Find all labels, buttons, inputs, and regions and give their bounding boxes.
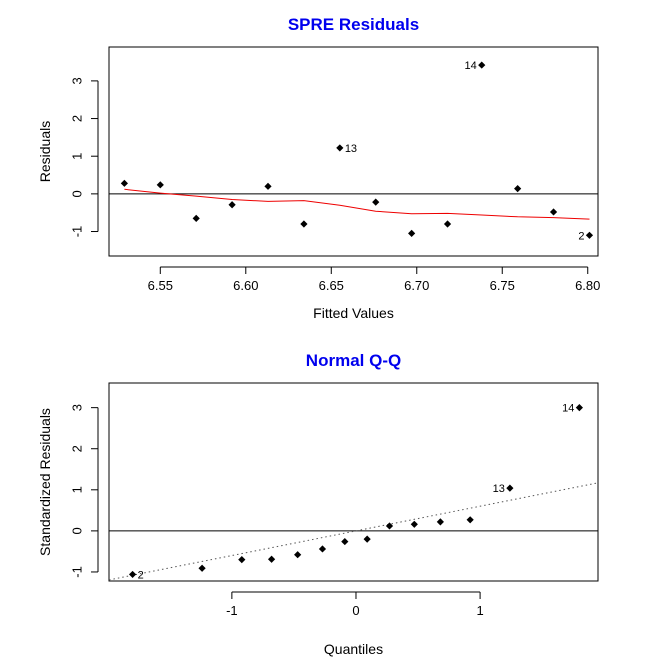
qq-reference-line [109,482,598,581]
data-point [385,522,394,530]
data-point [336,144,344,152]
data-point [120,179,128,187]
y-tick-label: 1 [69,153,84,160]
point-label: 2 [578,230,584,242]
x-tick-label: 6.75 [490,278,515,293]
data-point [408,229,416,238]
y-tick-label: 0 [69,527,84,534]
y-tick-label: 0 [69,190,84,197]
data-point [466,516,474,524]
data-point [506,484,514,492]
data-point [318,545,327,553]
data-point [300,220,308,228]
data-point [264,182,272,190]
y-tick-label: 1 [69,486,84,493]
chart-title: SPRE Residuals [288,15,419,34]
x-axis-label: Fitted Values [313,305,394,321]
x-tick-label: 6.80 [575,278,600,293]
y-tick-label: 3 [69,77,84,84]
y-tick-label: 2 [69,445,84,452]
data-point [192,214,200,222]
data-point [514,184,522,193]
data-point [575,404,583,412]
x-tick-label: 0 [352,603,359,618]
y-tick-label: -1 [69,226,84,238]
y-tick-label: 3 [69,404,84,411]
point-label: 2 [138,569,144,581]
x-tick-label: 1 [476,603,483,618]
data-point [410,520,418,528]
data-point [294,551,302,559]
data-point [341,537,349,546]
data-point [443,220,452,228]
y-axis-label: Standardized Residuals [37,408,53,556]
data-point [372,198,380,206]
x-tick-label: 6.60 [233,278,258,293]
data-point [436,518,444,526]
y-tick-label: -1 [69,566,84,578]
x-tick-label: 6.55 [148,278,173,293]
data-point [228,201,236,209]
point-label: 14 [562,403,574,415]
y-tick-label: 2 [69,115,84,122]
chart-title: Normal Q-Q [306,351,401,370]
data-point [128,570,137,579]
data-point [585,231,594,239]
y-axis-label: Residuals [37,121,53,182]
data-point [238,556,246,564]
plot-frame [108,382,599,582]
point-label: 14 [464,60,476,72]
plot-frame [108,46,599,257]
normal-qq-panel: Normal Q-Q 2 13 14 -1 0 1 -1 0 1 2 3 Quantiles Standa… [37,351,599,657]
data-point [156,181,164,189]
point-label: 13 [345,143,357,155]
x-tick-label: 6.70 [404,278,429,293]
x-axis-label: Quantiles [324,641,383,657]
data-point [478,61,486,69]
point-label: 13 [493,483,505,495]
data-point [267,555,276,563]
data-point [549,208,558,216]
x-tick-label: 6.65 [319,278,344,293]
data-point [363,535,371,543]
data-point [198,564,206,572]
x-tick-label: -1 [226,603,238,618]
smooth-trend-line [124,188,590,220]
